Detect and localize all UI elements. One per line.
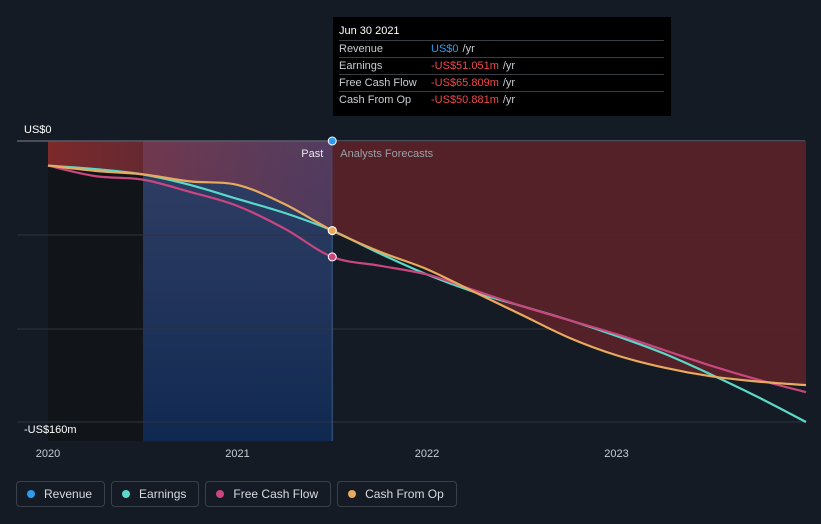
legend-item-free-cash-flow[interactable]: Free Cash Flow xyxy=(205,481,332,507)
marker-free-cash-flow xyxy=(327,252,337,262)
tooltip-row-unit: /yr xyxy=(502,94,516,106)
legend-dot-icon xyxy=(216,490,225,498)
marker-cash-from-op xyxy=(327,226,337,236)
chart-legend: Revenue Earnings Free Cash Flow Cash From O… xyxy=(16,481,457,507)
tooltip-row: Free Cash Flow -US$65.809m/yr xyxy=(339,74,664,91)
tooltip-row-label: Earnings xyxy=(339,60,383,72)
x-tick-label: 2021 xyxy=(225,448,249,460)
series-line-free-cash-flow xyxy=(47,164,807,394)
tooltip-row-unit: /yr xyxy=(502,60,516,72)
legend-item-cash-from-op[interactable]: Cash From Op xyxy=(337,481,457,507)
legend-item-earnings[interactable]: Earnings xyxy=(111,481,200,507)
hover-tooltip: Jun 30 2021 Revenue US$0/yr Earnings -US$51… xyxy=(333,17,671,116)
tooltip-row-value: US$0 xyxy=(431,43,459,55)
legend-label: Earnings xyxy=(139,487,187,501)
x-tick-label: 2020 xyxy=(36,448,60,460)
series-line-cash-from-op xyxy=(47,164,807,387)
tooltip-row: Cash From Op -US$50.881m/yr xyxy=(339,91,664,108)
tooltip-row-label: Revenue xyxy=(339,43,384,55)
legend-dot-icon xyxy=(27,490,35,498)
tooltip-row-label: Cash From Op xyxy=(339,94,412,106)
tooltip-row-value: -US$50.881m xyxy=(431,94,499,106)
tooltip-row-unit: /yr xyxy=(502,77,516,89)
y-tick-label: -US$160m xyxy=(24,424,77,436)
tooltip-row-value: -US$65.809m xyxy=(431,77,499,89)
forecast-loss-area xyxy=(332,141,806,386)
legend-dot-icon xyxy=(122,490,131,498)
tooltip-row-value: -US$51.051m xyxy=(431,60,499,72)
marker-revenue xyxy=(327,136,337,146)
past-loss-area xyxy=(48,141,333,231)
past-dark-band xyxy=(48,141,143,441)
forecast-label: Analysts Forecasts xyxy=(340,148,433,160)
x-tick-label: 2022 xyxy=(415,448,439,460)
legend-label: Revenue xyxy=(44,487,93,501)
tooltip-row: Earnings -US$51.051m/yr xyxy=(339,57,664,74)
tooltip-row: Revenue US$0/yr xyxy=(339,40,664,57)
tooltip-row-label: Free Cash Flow xyxy=(339,77,417,89)
past-label: Past xyxy=(301,148,323,160)
legend-label: Free Cash Flow xyxy=(233,487,319,501)
legend-item-revenue[interactable]: Revenue xyxy=(16,481,106,507)
tooltip-date: Jun 30 2021 xyxy=(339,25,400,37)
legend-label: Cash From Op xyxy=(365,487,444,501)
y-tick-label: US$0 xyxy=(24,124,52,136)
tooltip-row-unit: /yr xyxy=(462,43,475,55)
x-tick-label: 2023 xyxy=(604,448,628,460)
legend-dot-icon xyxy=(348,490,357,498)
